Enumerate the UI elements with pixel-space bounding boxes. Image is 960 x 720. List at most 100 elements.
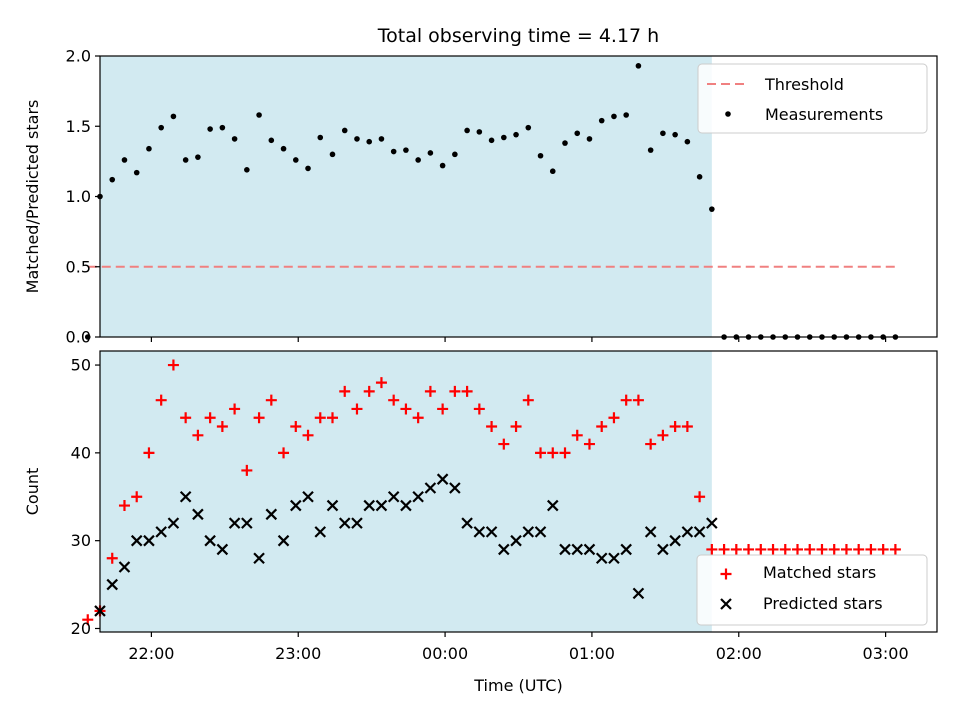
y-tick-label: 40 bbox=[71, 443, 91, 462]
legend-measurements-label: Measurements bbox=[765, 105, 883, 124]
predicted-star-point bbox=[632, 587, 645, 600]
predicted-star-point bbox=[167, 517, 180, 529]
x-tick-label: 03:00 bbox=[863, 644, 909, 663]
predicted-star-point bbox=[693, 526, 706, 538]
predicted-star-point bbox=[571, 543, 584, 556]
predicted-star-point bbox=[216, 543, 229, 556]
predicted-star-point bbox=[253, 552, 265, 565]
measurement-point bbox=[586, 136, 593, 142]
matched-star-point bbox=[351, 403, 363, 415]
predicted-star-point bbox=[400, 499, 412, 512]
predicted-star-point bbox=[608, 552, 620, 565]
predicted-star-point bbox=[644, 526, 657, 538]
predicted-star-point bbox=[485, 526, 498, 538]
matched-star-point bbox=[718, 543, 730, 555]
matched-star-point bbox=[118, 500, 130, 512]
measurement-point bbox=[562, 140, 568, 146]
matched-star-point bbox=[155, 394, 167, 406]
matched-star-point bbox=[473, 403, 485, 415]
matched-star-point bbox=[498, 438, 510, 450]
predicted-star-point bbox=[130, 534, 143, 547]
predicted-star-point bbox=[228, 517, 241, 529]
measurement-point bbox=[341, 127, 348, 134]
predicted-star-point bbox=[143, 534, 155, 547]
measurement-point bbox=[611, 113, 617, 120]
measurement-point bbox=[452, 151, 458, 158]
measurement-point bbox=[292, 157, 299, 163]
measurement-point bbox=[244, 167, 250, 173]
predicted-star-point bbox=[559, 543, 571, 556]
matched-star-point bbox=[106, 552, 118, 564]
measurement-point bbox=[598, 117, 605, 124]
predicted-star-point bbox=[424, 482, 437, 494]
measurement-point bbox=[158, 124, 164, 131]
x-tick-label: 00:00 bbox=[422, 644, 468, 663]
predicted-star-point bbox=[510, 534, 522, 547]
measurement-point bbox=[219, 124, 226, 131]
matched-star-point bbox=[853, 543, 865, 555]
predicted-star-point bbox=[449, 482, 461, 494]
y-tick-label: 0.5 bbox=[66, 257, 91, 276]
observing-span bbox=[100, 56, 712, 337]
predicted-star-point bbox=[620, 543, 632, 556]
matched-star-point bbox=[535, 447, 547, 459]
y-tick-label: 20 bbox=[71, 619, 91, 638]
predicted-star-point bbox=[363, 499, 375, 512]
predicted-star-point bbox=[706, 517, 718, 529]
legend-measurements-swatch bbox=[725, 111, 731, 117]
measurement-point bbox=[146, 145, 152, 152]
measurement-point bbox=[268, 137, 275, 144]
matched-star-point bbox=[547, 447, 559, 459]
matched-star-point bbox=[461, 385, 473, 397]
measurement-point bbox=[574, 130, 581, 137]
predicted-star-point bbox=[302, 490, 314, 503]
measurement-point bbox=[317, 134, 324, 141]
y-tick-label: 1.5 bbox=[66, 117, 91, 136]
matched-star-point bbox=[339, 385, 351, 397]
measurement-point bbox=[709, 206, 715, 212]
matched-star-point bbox=[828, 543, 840, 555]
matched-star-point bbox=[204, 412, 216, 424]
matched-star-point bbox=[327, 412, 338, 424]
matched-star-point bbox=[363, 385, 375, 397]
matched-star-point bbox=[302, 429, 314, 441]
matched-star-point bbox=[229, 403, 241, 415]
measurement-point bbox=[513, 131, 519, 138]
predicted-star-point bbox=[583, 543, 596, 556]
matched-star-point bbox=[241, 464, 253, 476]
predicted-star-point bbox=[657, 543, 669, 556]
matched-star-point bbox=[767, 543, 779, 555]
matched-star-point bbox=[571, 429, 583, 441]
predicted-star-point bbox=[546, 499, 559, 512]
matched-star-point bbox=[253, 412, 265, 424]
matched-star-point bbox=[657, 429, 669, 441]
legend-matched-swatch bbox=[720, 568, 732, 580]
matched-star-point bbox=[192, 429, 204, 441]
predicted-star-point bbox=[241, 517, 253, 529]
measurement-point bbox=[366, 138, 373, 145]
measurement-point bbox=[378, 136, 385, 142]
matched-star-point bbox=[290, 421, 302, 433]
predicted-star-point bbox=[412, 490, 424, 503]
matched-star-point bbox=[804, 543, 816, 555]
panel-0 bbox=[84, 55, 938, 342]
predicted-star-point bbox=[351, 517, 363, 529]
measurement-point bbox=[647, 147, 654, 153]
measurement-point bbox=[525, 124, 532, 131]
measurement-point bbox=[256, 112, 262, 118]
y-tick-label: 30 bbox=[71, 531, 91, 550]
matched-star-point bbox=[730, 543, 742, 555]
measurement-point bbox=[439, 162, 446, 169]
predicted-star-point bbox=[192, 508, 204, 521]
y-tick-label: 2.0 bbox=[66, 47, 91, 66]
matched-star-point bbox=[877, 543, 889, 555]
legend-predicted-swatch bbox=[720, 598, 732, 610]
predicted-star-point bbox=[118, 561, 131, 573]
matched-star-point bbox=[608, 412, 620, 424]
measurement-point bbox=[549, 168, 556, 175]
matched-star-point bbox=[167, 359, 179, 371]
panel-1 bbox=[82, 350, 938, 637]
matched-star-point bbox=[522, 394, 534, 406]
predicted-star-point bbox=[106, 578, 119, 591]
